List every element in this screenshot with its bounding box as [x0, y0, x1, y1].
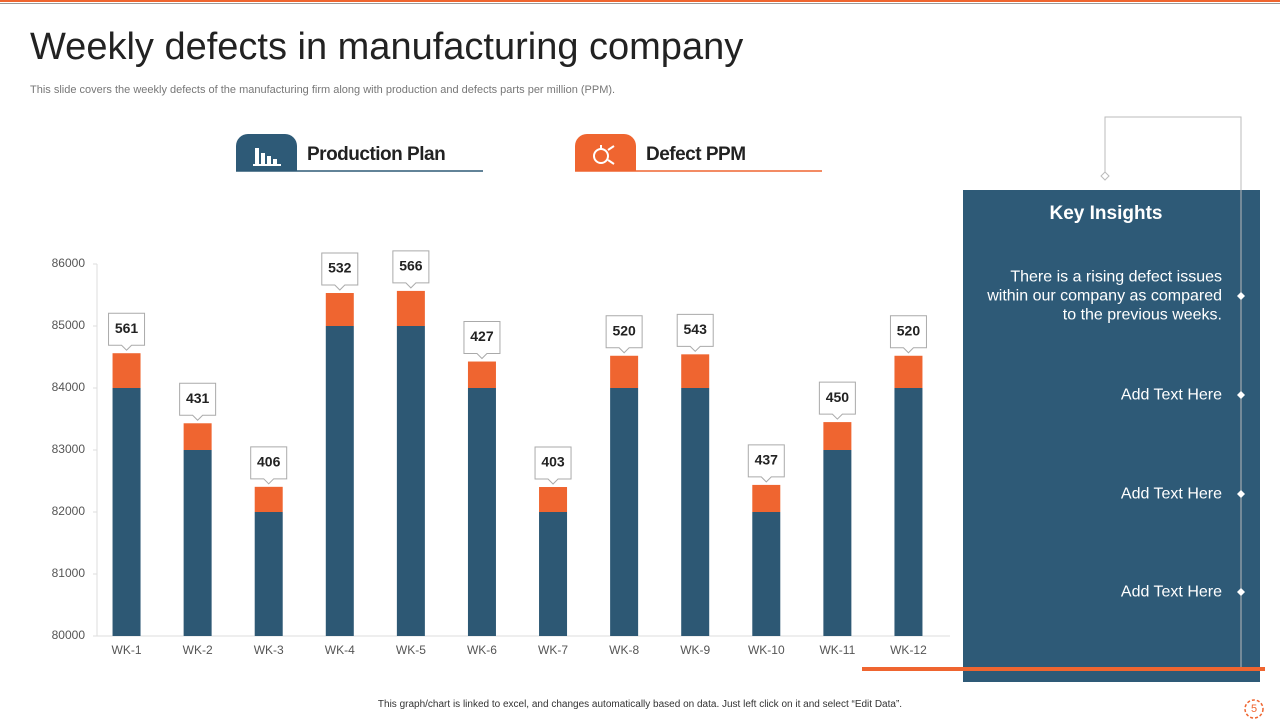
x-tick-label: WK-4	[325, 643, 355, 657]
data-label: 450	[826, 389, 850, 405]
y-tick-label: 86000	[52, 256, 86, 270]
bar-segment	[610, 388, 639, 636]
bar-segment	[681, 354, 710, 388]
slide-subtitle: This slide covers the weekly defects of …	[30, 84, 616, 96]
x-tick-label: WK-2	[183, 643, 213, 657]
bar-segment	[539, 487, 568, 512]
x-tick-label: WK-5	[396, 643, 426, 657]
x-tick-label: WK-1	[112, 643, 142, 657]
legend-icon	[253, 148, 281, 166]
bar-segment	[752, 512, 781, 636]
x-tick-label: WK-8	[609, 643, 639, 657]
y-tick-label: 82000	[52, 504, 86, 518]
bar-segment	[183, 450, 212, 636]
page-gear	[1244, 699, 1264, 719]
x-tick-label: WK-11	[819, 643, 855, 657]
insight-item: Add Text Here	[1120, 386, 1222, 404]
x-tick-label: WK-9	[680, 643, 710, 657]
y-tick-label: 83000	[52, 442, 86, 456]
y-tick-label: 81000	[52, 566, 86, 580]
x-tick-label: WK-7	[538, 643, 568, 657]
data-label-box	[392, 250, 430, 289]
bar-segment	[467, 361, 496, 388]
top-border-thin	[0, 3, 1280, 4]
x-tick-label: WK-6	[467, 643, 497, 657]
insights-panel	[963, 190, 1260, 682]
item-diamond	[1237, 490, 1245, 498]
data-label: 437	[755, 452, 779, 468]
bar-segment	[610, 355, 639, 388]
legend-icon	[593, 145, 615, 165]
data-label-box	[889, 315, 927, 354]
insight-item: There is a rising defect issues within o…	[987, 268, 1222, 324]
bar-segment	[894, 388, 923, 636]
data-label-box	[747, 444, 785, 483]
bar-segment	[894, 355, 923, 388]
legend-label: Production Plan	[307, 144, 446, 165]
data-label: 427	[470, 328, 494, 344]
bar-segment	[823, 422, 852, 450]
data-label-box	[179, 382, 217, 421]
data-label: 431	[186, 390, 210, 406]
data-label-box	[534, 446, 572, 485]
data-label: 561	[115, 320, 139, 336]
data-label: 566	[399, 258, 423, 274]
bar-segment	[112, 353, 141, 388]
y-tick-label: 80000	[52, 628, 86, 642]
legend-icon-bg	[575, 134, 636, 171]
bar-segment	[254, 512, 283, 636]
item-diamond	[1237, 391, 1245, 399]
bar-segment	[752, 484, 781, 512]
data-label: 532	[328, 260, 352, 276]
bar-segment	[823, 450, 852, 636]
bracket-diamond	[1100, 171, 1110, 181]
y-tick-label: 85000	[52, 318, 86, 332]
y-tick-label: 84000	[52, 380, 86, 394]
insight-item: Add Text Here	[1120, 583, 1222, 601]
footer-note: This graph/chart is linked to excel, and…	[377, 699, 903, 710]
insights-title: Key Insights	[1049, 203, 1163, 224]
data-label-box	[605, 315, 643, 354]
data-label: 520	[897, 322, 921, 338]
bar-segment	[325, 293, 354, 326]
insight-item: Add Text Here	[1120, 485, 1222, 503]
data-label-box	[818, 381, 856, 420]
data-label-box	[676, 313, 714, 353]
legend-icon-bg	[236, 134, 297, 171]
slide-title: Weekly defects in manufacturing company	[30, 26, 744, 68]
bar-segment	[681, 388, 710, 636]
legend-label: Defect PPM	[646, 144, 746, 165]
bar-segment	[254, 486, 283, 512]
top-border	[0, 0, 1280, 2]
x-tick-label: WK-10	[748, 643, 785, 657]
bar-segment	[325, 326, 354, 636]
x-tick-label: WK-3	[254, 643, 284, 657]
data-label-box	[463, 321, 501, 360]
page-number: 5	[1250, 703, 1258, 715]
bar-segment	[183, 423, 212, 450]
data-label-box	[321, 252, 359, 291]
data-label: 543	[684, 321, 708, 337]
data-label-box	[250, 446, 288, 485]
bar-segment	[539, 512, 568, 636]
bar-segment	[467, 388, 496, 636]
data-label-box	[108, 312, 146, 351]
bar-segment	[396, 326, 425, 636]
bar-segment	[396, 290, 425, 326]
data-label: 403	[541, 454, 565, 470]
data-label: 520	[612, 322, 636, 338]
bar-segment	[112, 388, 141, 636]
x-tick-label: WK-12	[890, 643, 927, 657]
data-label: 406	[257, 454, 281, 470]
item-diamond	[1237, 588, 1245, 596]
item-diamond	[1237, 292, 1245, 300]
